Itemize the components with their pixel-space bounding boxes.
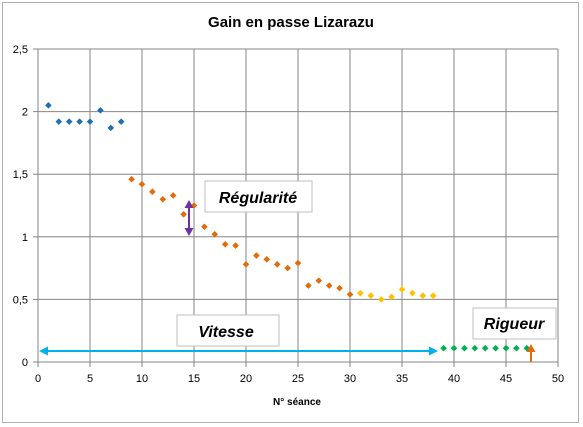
x-tick-label: 40 [448, 373, 460, 385]
data-point [76, 118, 83, 125]
data-point [336, 284, 343, 292]
data-point [409, 289, 416, 297]
data-point [107, 124, 115, 132]
axes [33, 48, 559, 367]
regularite-arrow-head-down [184, 228, 194, 236]
data-point [97, 107, 104, 114]
data-point [149, 188, 156, 196]
data-point [481, 344, 489, 352]
data-point [450, 344, 458, 352]
data-point [461, 344, 468, 352]
grid-lines [38, 48, 559, 362]
data-point [419, 292, 427, 299]
x-tick-label: 35 [396, 373, 408, 385]
data-point [86, 118, 94, 125]
tick-labels: 0 5 10 15 20 25 30 35 40 45 50 0 0,5 1 1,5 2 2,5 [13, 44, 564, 385]
data-point [357, 289, 364, 297]
data-point [294, 259, 302, 267]
x-tick-label: 50 [552, 373, 564, 385]
rigueur-arrow-head [526, 344, 536, 352]
vitesse-label-box [176, 314, 280, 347]
data-point [325, 282, 333, 289]
y-tick-label: 1,5 [13, 169, 28, 181]
x-tick-label: 15 [188, 373, 200, 385]
vitesse-arrow-head-right [429, 346, 438, 356]
data-point [45, 102, 52, 109]
data-point [429, 292, 437, 299]
x-tick-label: 30 [344, 373, 356, 385]
data-point [305, 282, 312, 289]
y-tick-label: 1 [22, 232, 28, 244]
vitesse-label: Vitesse [198, 324, 254, 341]
regularite-label-box [204, 180, 313, 213]
data-point [284, 264, 291, 272]
y-tick-label: 0,5 [13, 294, 28, 306]
x-tick-label: 20 [240, 373, 252, 385]
data-point [315, 277, 323, 284]
x-tick-label: 45 [500, 373, 512, 385]
data-point [398, 286, 406, 293]
data-point [180, 210, 187, 218]
data-point [263, 256, 271, 263]
data-point [388, 293, 395, 301]
regularite-arrow-head-up [184, 200, 194, 208]
data-point [201, 223, 208, 231]
data-point [367, 292, 375, 299]
data-point [221, 241, 229, 248]
x-axis-title: N° séance [273, 397, 321, 408]
data-point [211, 230, 219, 238]
data-point [492, 344, 499, 352]
vitesse-arrow-head-left [39, 346, 48, 356]
data-point [117, 118, 125, 125]
data-point [502, 344, 510, 352]
data-point [440, 344, 447, 352]
data-point [159, 195, 167, 203]
x-tick-label: 5 [87, 373, 93, 385]
y-tick-label: 0 [22, 357, 28, 369]
rigueur-label-box [472, 307, 557, 340]
data-point [169, 192, 177, 199]
data-point [471, 344, 479, 352]
regularite-label: Régularité [219, 190, 297, 207]
x-tick-label: 25 [292, 373, 304, 385]
rigueur-label: Rigueur [484, 316, 545, 333]
data-point [346, 291, 354, 298]
data-point [138, 180, 146, 188]
data-point [513, 344, 520, 352]
x-tick-label: 0 [35, 373, 41, 385]
data-point [253, 252, 260, 259]
data-points [45, 102, 531, 352]
data-point [128, 175, 135, 183]
data-point [377, 296, 385, 303]
chart-title: Gain en passe Lizarazu [208, 14, 374, 31]
x-tick-label: 10 [136, 373, 148, 385]
data-point [65, 118, 73, 125]
data-point [242, 261, 250, 268]
data-point [273, 261, 281, 268]
y-tick-label: 2 [22, 107, 28, 119]
data-point [55, 118, 63, 125]
y-tick-label: 2,5 [13, 44, 28, 56]
data-point [232, 242, 239, 249]
